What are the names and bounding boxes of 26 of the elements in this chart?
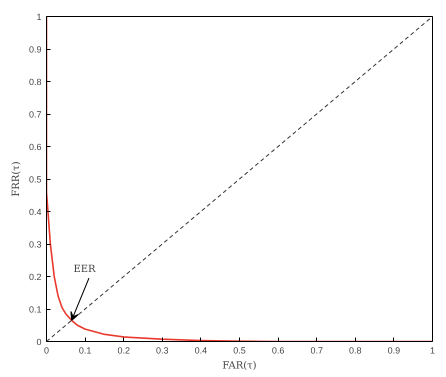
y-tick-label: 0.2 bbox=[28, 272, 42, 282]
y-axis-title: FRR(τ) bbox=[10, 161, 22, 197]
x-tick-label: 0.5 bbox=[233, 346, 246, 356]
y-tick-label: 0.1 bbox=[28, 304, 42, 314]
x-tick-label: 0.6 bbox=[272, 346, 284, 356]
y-tick-label: 1 bbox=[36, 12, 42, 22]
x-tick-label: 0 bbox=[44, 346, 50, 356]
y-tick-label: 0.9 bbox=[28, 44, 42, 54]
y-tick-label: 0.5 bbox=[28, 174, 42, 184]
x-tick-label: 0.2 bbox=[117, 346, 130, 356]
y-tick-label: 0.7 bbox=[28, 110, 42, 120]
x-axis-title: FAR(τ) bbox=[222, 360, 257, 372]
x-tick-label: 0.4 bbox=[194, 346, 208, 356]
x-tick-label: 0.9 bbox=[388, 346, 400, 356]
y-tick-label: 0.8 bbox=[28, 77, 42, 87]
x-tick-label: 0.1 bbox=[78, 346, 92, 356]
y-tick-label: 0.4 bbox=[28, 207, 42, 217]
annotation: EER bbox=[73, 264, 96, 275]
x-tick-label: 0.7 bbox=[310, 346, 323, 356]
x-tick-label: 0.8 bbox=[349, 346, 362, 356]
y-tick-label: 0.6 bbox=[28, 142, 42, 152]
x-tick-label: 1 bbox=[430, 346, 436, 356]
y-tick-label: 0.3 bbox=[28, 240, 42, 250]
x-tick-label: 0.3 bbox=[156, 346, 169, 356]
line-series bbox=[46, 16, 432, 342]
y-tick-label: 0 bbox=[36, 337, 42, 347]
